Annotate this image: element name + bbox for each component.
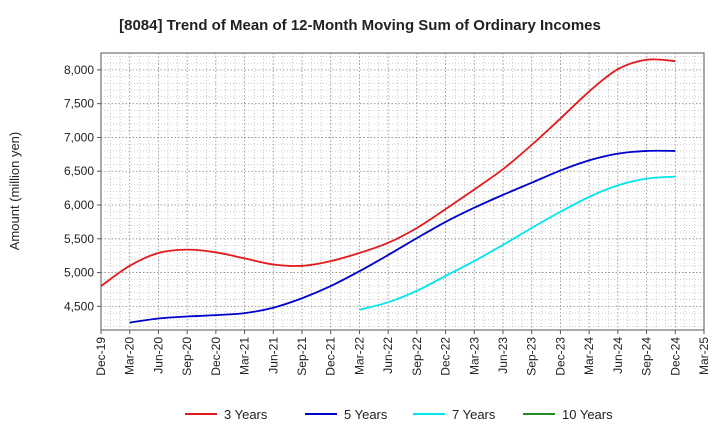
x-tick-label: Jun-20 <box>151 337 165 374</box>
series-layer <box>100 58 676 324</box>
legend-item-7-years: 7 Years <box>413 407 496 422</box>
y-tick-label: 6,500 <box>64 164 94 178</box>
x-tick-label: Mar-24 <box>582 337 596 375</box>
x-tick-label: Mar-20 <box>123 337 137 375</box>
y-tick-label: 5,000 <box>64 266 94 280</box>
chart-title: [8084] Trend of Mean of 12-Month Moving … <box>119 17 601 34</box>
x-axis: Dec-19 Mar-20 Jun-20 Sep-20 Dec-20 Mar-21 Jun-… <box>94 330 711 376</box>
y-axis: 4,500 5,000 5,500 6,000 6,500 7,000 7,500 8,000 <box>64 63 101 313</box>
x-tick-label: Jun-23 <box>496 337 510 374</box>
x-tick-label: Dec-22 <box>439 337 453 376</box>
x-tick-label: Mar-21 <box>238 337 252 375</box>
x-tick-label: Jun-22 <box>381 337 395 374</box>
x-tick-label: Sep-20 <box>180 337 194 376</box>
x-tick-label: Mar-23 <box>467 337 481 375</box>
legend-item-3-years: 3 Years <box>185 407 268 422</box>
legend-label: 5 Years <box>344 407 388 422</box>
legend-item-5-years: 5 Years <box>305 407 388 422</box>
x-tick-label: Dec-21 <box>324 337 338 376</box>
legend: 3 Years 5 Years 7 Years 10 Years <box>185 407 613 422</box>
y-tick-label: 8,000 <box>64 63 94 77</box>
y-axis-title: Amount (million yen) <box>7 132 22 251</box>
y-tick-label: 5,500 <box>64 232 94 246</box>
x-tick-label: Sep-23 <box>525 337 539 376</box>
y-tick-label: 4,500 <box>64 299 94 313</box>
x-tick-label: Dec-19 <box>94 337 108 376</box>
legend-label: 3 Years <box>224 407 268 422</box>
x-tick-label: Mar-25 <box>697 337 711 375</box>
y-tick-label: 7,500 <box>64 97 94 111</box>
y-tick-label: 7,000 <box>64 130 94 144</box>
x-tick-label: Dec-23 <box>553 337 567 376</box>
x-tick-label: Jun-21 <box>266 337 280 374</box>
x-tick-label: Dec-24 <box>668 337 682 376</box>
series-line-7-years <box>359 175 676 311</box>
series-line-3-years <box>100 58 676 287</box>
x-tick-label: Dec-20 <box>209 337 223 376</box>
legend-label: 10 Years <box>562 407 613 422</box>
x-tick-label: Sep-21 <box>295 337 309 376</box>
series-line-5-years <box>129 149 676 324</box>
x-tick-label: Sep-22 <box>410 337 424 376</box>
grid <box>101 53 704 330</box>
y-tick-label: 6,000 <box>64 198 94 212</box>
x-tick-label: Jun-24 <box>611 337 625 374</box>
x-tick-label: Sep-24 <box>640 337 654 376</box>
legend-item-10-years: 10 Years <box>523 407 613 422</box>
legend-label: 7 Years <box>452 407 496 422</box>
x-tick-label: Mar-22 <box>352 337 366 375</box>
